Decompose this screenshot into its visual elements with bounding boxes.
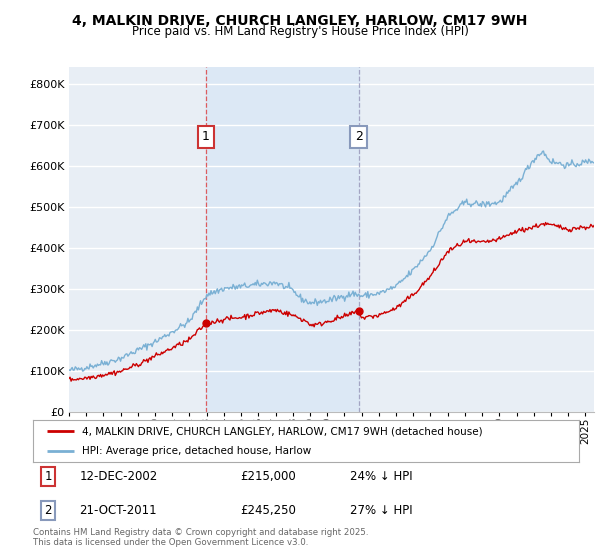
Text: 2: 2: [44, 504, 52, 517]
Bar: [206, 67, 359, 412]
Text: 27% ↓ HPI: 27% ↓ HPI: [350, 504, 412, 517]
Text: 24% ↓ HPI: 24% ↓ HPI: [350, 470, 412, 483]
Text: 2: 2: [355, 130, 362, 143]
Text: £215,000: £215,000: [241, 470, 296, 483]
Text: 12-DEC-2002: 12-DEC-2002: [79, 470, 158, 483]
Text: 1: 1: [202, 130, 210, 143]
Text: 4, MALKIN DRIVE, CHURCH LANGLEY, HARLOW, CM17 9WH: 4, MALKIN DRIVE, CHURCH LANGLEY, HARLOW,…: [73, 14, 527, 28]
Text: Contains HM Land Registry data © Crown copyright and database right 2025.
This d: Contains HM Land Registry data © Crown c…: [33, 528, 368, 547]
Text: 1: 1: [44, 470, 52, 483]
Text: £245,250: £245,250: [241, 504, 296, 517]
Text: 21-OCT-2011: 21-OCT-2011: [79, 504, 157, 517]
Text: 4, MALKIN DRIVE, CHURCH LANGLEY, HARLOW, CM17 9WH (detached house): 4, MALKIN DRIVE, CHURCH LANGLEY, HARLOW,…: [82, 426, 483, 436]
Text: Price paid vs. HM Land Registry's House Price Index (HPI): Price paid vs. HM Land Registry's House …: [131, 25, 469, 38]
Text: HPI: Average price, detached house, Harlow: HPI: Average price, detached house, Harl…: [82, 446, 311, 456]
